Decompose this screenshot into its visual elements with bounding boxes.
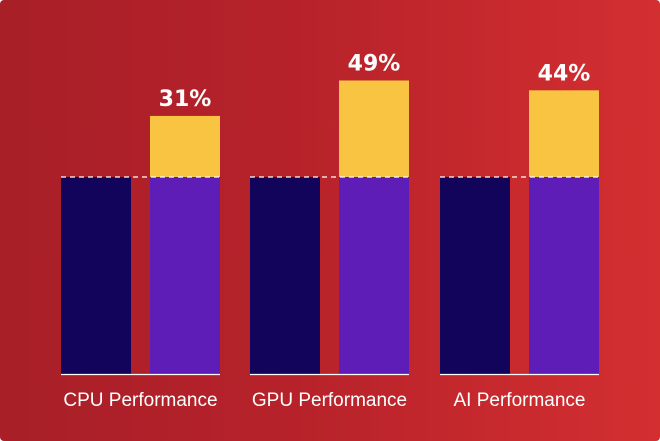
- baseline-bar: [440, 177, 510, 374]
- baseline-bar: [250, 177, 320, 374]
- category-label: CPU Performance: [63, 390, 217, 411]
- new-bar: [150, 177, 220, 374]
- gain-segment: [339, 80, 409, 177]
- gain-data-label: 49%: [348, 51, 401, 76]
- new-bar: [529, 177, 599, 374]
- gain-segment: [150, 115, 220, 177]
- gain-data-label: 44%: [538, 61, 591, 86]
- labels-group: 31% CPU Performance 49% GPU Performance 44% A…: [63, 51, 590, 411]
- gain-data-label: 31%: [159, 87, 212, 112]
- baseline-bar: [61, 177, 131, 374]
- category-label: GPU Performance: [252, 390, 407, 411]
- gain-segment: [529, 90, 599, 177]
- bars-group: [61, 80, 599, 374]
- category-label: AI Performance: [454, 390, 586, 411]
- baseline-lines-group: [61, 176, 599, 376]
- new-bar: [339, 177, 409, 374]
